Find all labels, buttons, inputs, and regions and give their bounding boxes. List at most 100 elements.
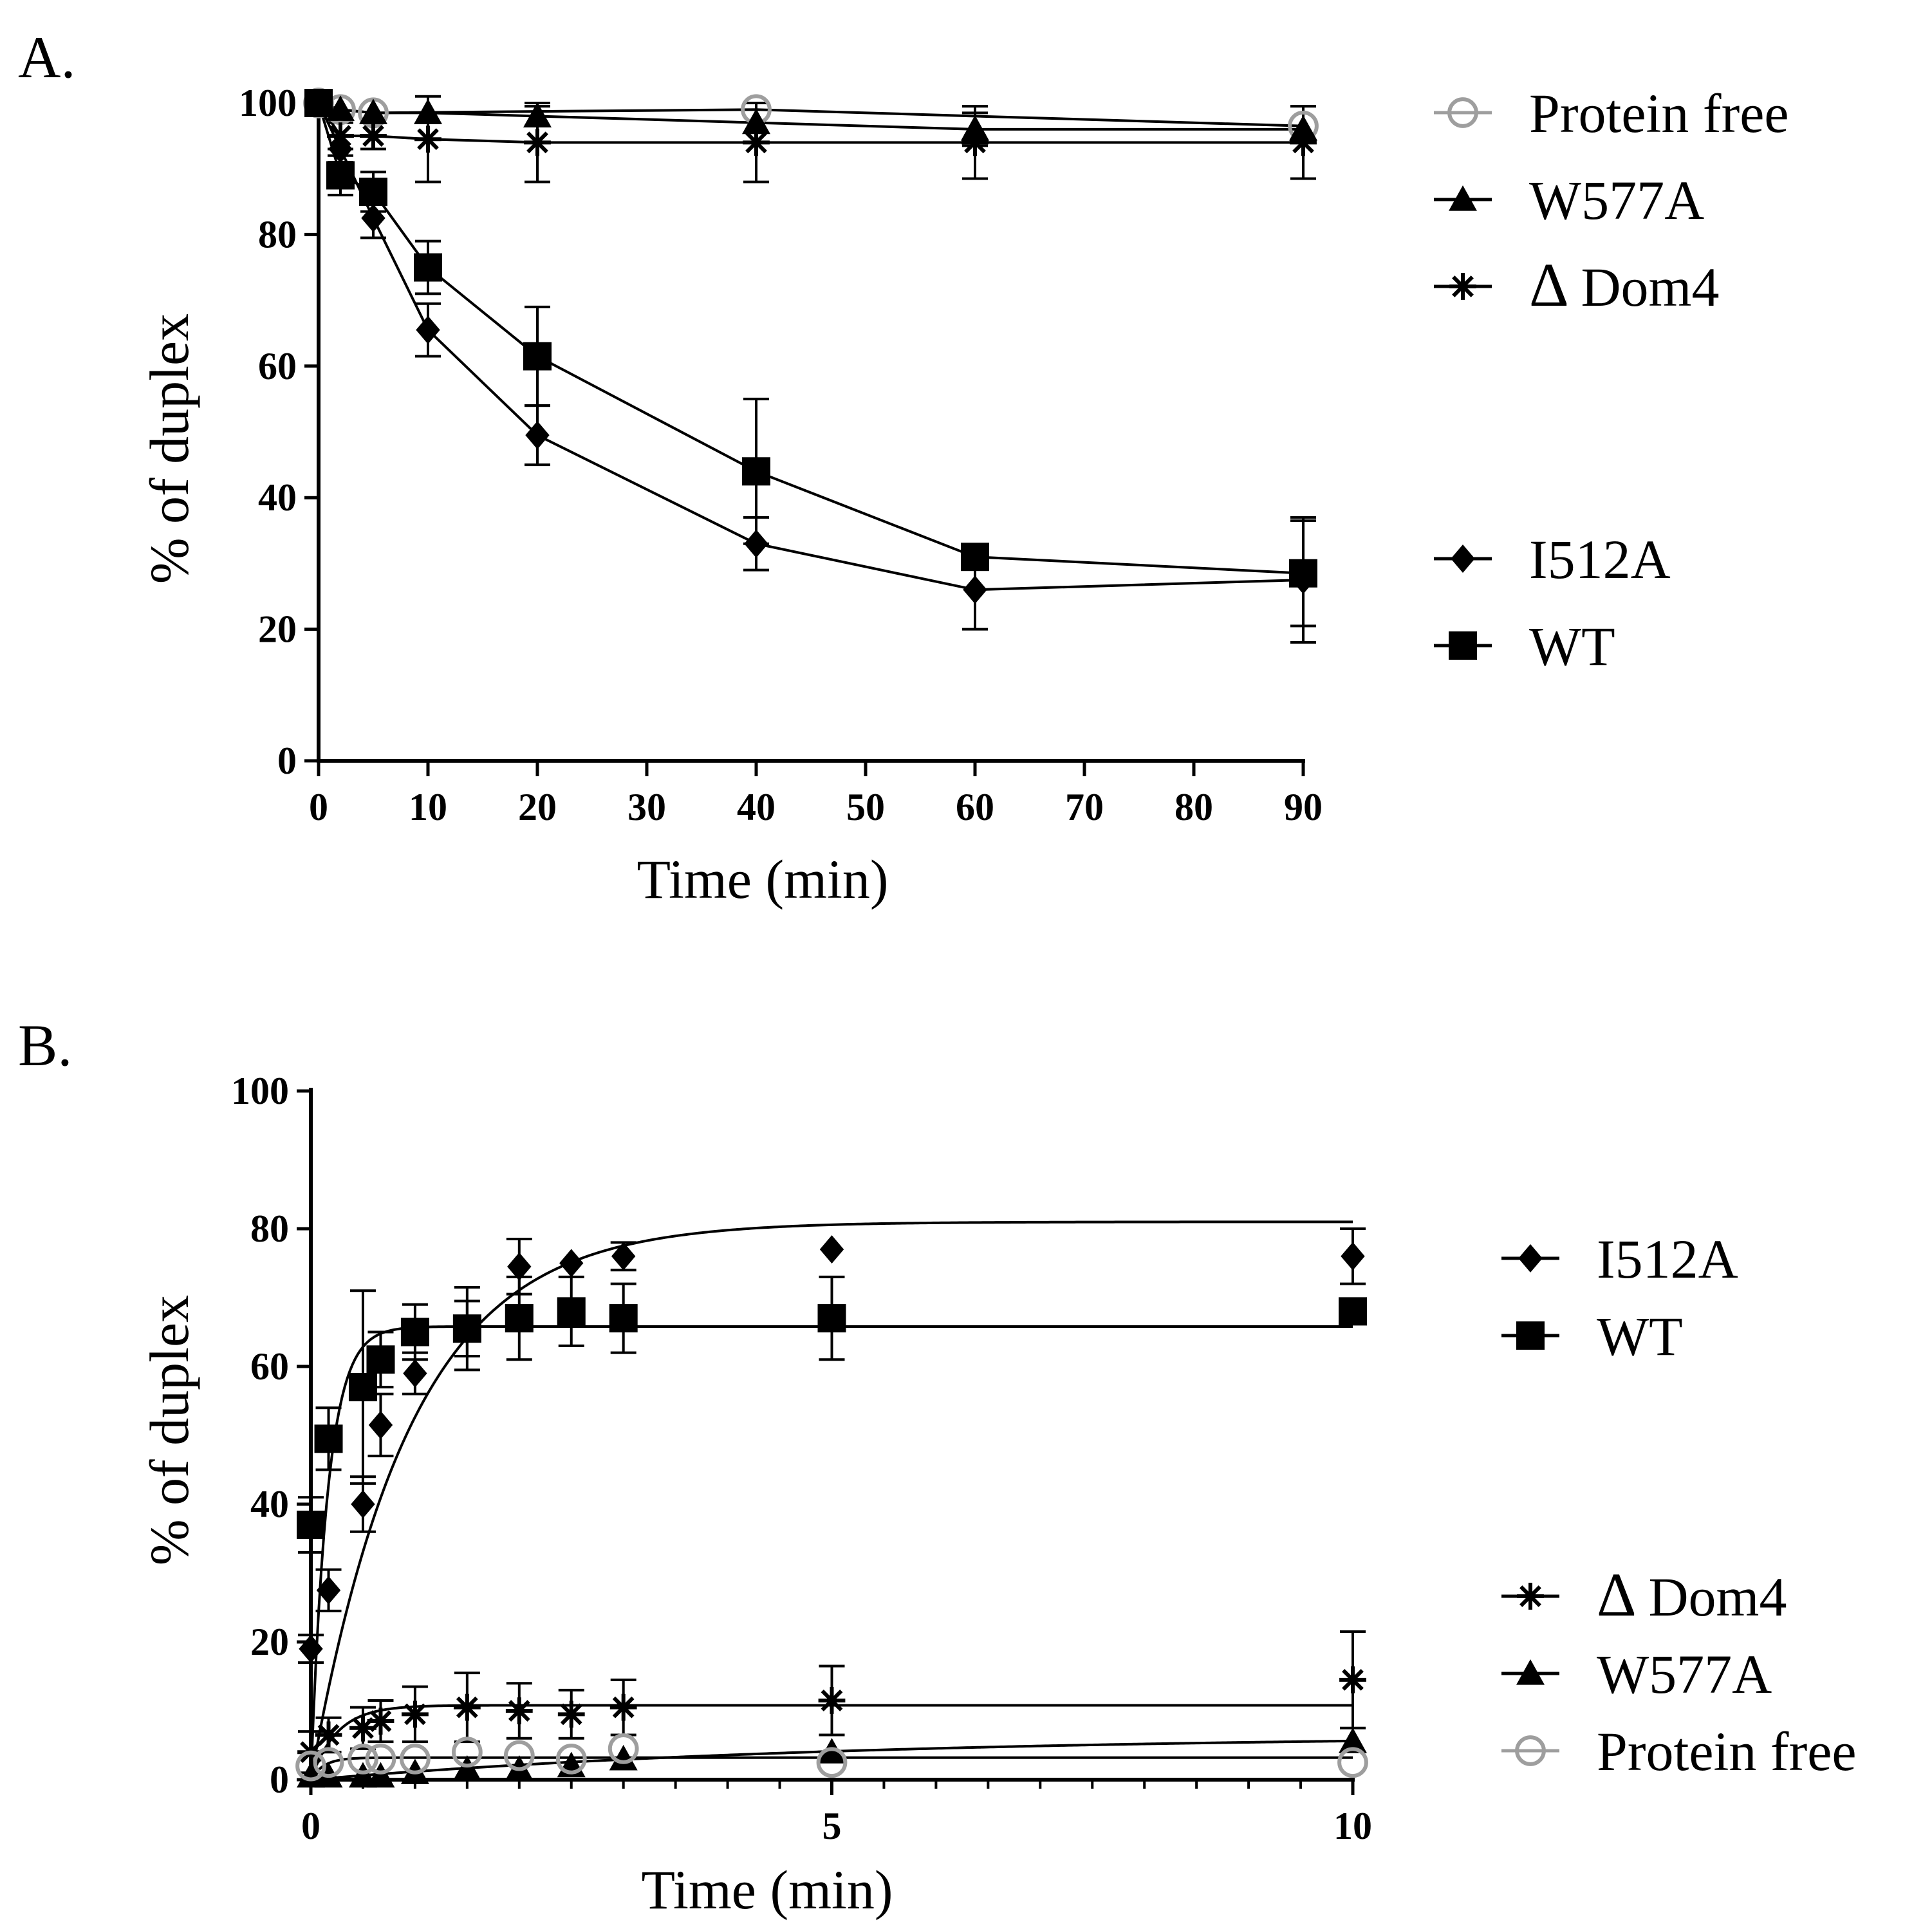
panel-a-legend-text-w577a: W577A	[1529, 169, 1704, 231]
panel-a-point-dom4	[414, 126, 441, 153]
panel-b: B. 0 20 40 60 80 100 0 5 10 Time (min) % of dupl…	[18, 1012, 1857, 1921]
panel-b-point-dom4-stroke	[456, 1696, 478, 1719]
panel-a-legend-label-protein-free: Protein free	[1529, 82, 1789, 144]
panel-b-point-dom4-stroke	[612, 1696, 635, 1719]
panel-a-y-tick-label: 20	[258, 608, 297, 651]
panel-b-x-tick-label: 5	[822, 1805, 842, 1847]
panel-a-point-dom4	[360, 122, 387, 149]
panel-b-point-wt	[452, 1314, 481, 1343]
panel-b-y-tick-label: 20	[250, 1621, 289, 1663]
panel-b-legend-marker-dom4-stroke	[1519, 1585, 1541, 1607]
panel-b-ticks: 0 20 40 60 80 100 0 5 10	[231, 1070, 1372, 1847]
panel-b-x-tick-label: 10	[1333, 1805, 1372, 1847]
panel-b-point-protein-free	[608, 1733, 639, 1764]
panel-a-x-tick-label: 20	[518, 786, 557, 828]
panel-a-y-tick-label: 100	[239, 82, 297, 124]
panel-b-point-i512a	[819, 1235, 844, 1264]
panel-b-point-i512a	[351, 1490, 375, 1518]
panel-b-y-tick-label: 100	[231, 1070, 289, 1112]
panel-a-point-dom4	[524, 129, 551, 156]
panel-b-point-i512a	[299, 1634, 323, 1663]
panel-a-x-tick-label: 90	[1284, 786, 1323, 828]
panel-b-label: B.	[18, 1012, 72, 1078]
panel-a-point-wt	[326, 161, 355, 190]
panel-b-point-i512a	[368, 1410, 393, 1439]
panel-b-point-i512a	[559, 1249, 584, 1278]
panel-b-point-wt	[609, 1304, 638, 1333]
panel-a-legend-text-wt: WT	[1529, 615, 1615, 677]
panel-b-point-dom4	[557, 1701, 585, 1728]
panel-a-point-w577a	[326, 95, 355, 121]
panel-a-point-w577a	[414, 98, 442, 124]
panel-a-legend-text-dom4: Dom4	[1581, 256, 1719, 318]
panel-b-legend-text-w577a: W577A	[1597, 1643, 1772, 1705]
panel-a-axes	[317, 100, 1305, 763]
panel-b-point-dom4-stroke	[369, 1710, 392, 1732]
panel-b-point-dom4	[818, 1687, 846, 1714]
panel-b-point-dom4	[315, 1721, 342, 1749]
panel-b-point-w577a	[1339, 1728, 1367, 1753]
panel-a-point-i512a	[744, 529, 768, 558]
panel-b-point-i512a	[611, 1242, 636, 1271]
panel-b-y-tick-label: 0	[270, 1758, 289, 1801]
panel-a-point-dom4-stroke	[417, 128, 439, 151]
panel-b-x-axis-title: Time (min)	[641, 1859, 893, 1921]
panel-a-x-tick-label: 10	[409, 786, 447, 828]
panel-b-legend: I512A WT Δ Dom4 W577A Protein free	[1501, 1228, 1857, 1782]
panel-b-legend-marker-i512a	[1518, 1244, 1543, 1272]
panel-a-point-dom4-stroke	[964, 131, 986, 154]
panel-b-point-i512a	[403, 1359, 427, 1388]
panel-a-point-wt	[414, 253, 442, 282]
panel-a-legend-marker-wt	[1449, 631, 1477, 660]
panel-b-y-tick-label: 80	[250, 1207, 289, 1250]
panel-b-point-dom4	[367, 1708, 395, 1735]
panel-b-point-wt	[297, 1511, 325, 1540]
panel-b-point-protein-free	[365, 1744, 396, 1775]
panel-b-legend-label-wt: WT	[1597, 1305, 1683, 1367]
panel-b-legend-marker-w577a	[1516, 1659, 1545, 1685]
panel-b-point-protein-free	[1337, 1747, 1368, 1778]
panel-a-legend-delta-dom4: Δ	[1529, 250, 1581, 319]
panel-b-point-dom4-stroke	[404, 1703, 426, 1726]
panel-b-legend-text-dom4: Dom4	[1648, 1566, 1787, 1628]
panel-a-x-tick-label: 0	[309, 786, 328, 828]
panel-a-legend-marker-w577a	[1449, 185, 1477, 211]
panel-a-point-dom4	[961, 129, 989, 156]
panel-a-point-w577a	[359, 98, 387, 124]
panel-a-x-tick-label: 30	[627, 786, 666, 828]
panel-a-y-tick-label: 60	[258, 345, 297, 387]
panel-b-point-protein-free	[451, 1737, 483, 1768]
panel-a-y-tick-label: 80	[258, 213, 297, 256]
panel-a-point-wt	[359, 177, 387, 206]
panel-a-point-dom4	[1290, 129, 1317, 156]
panel-b-point-dom4	[402, 1701, 429, 1728]
panel-a-point-dom4-stroke	[362, 125, 384, 147]
panel-b-point-dom4-stroke	[1342, 1668, 1364, 1691]
panel-a-point-i512a	[963, 575, 987, 604]
panel-a-point-dom4	[743, 129, 770, 156]
panel-a-markers	[303, 88, 1319, 604]
panel-a-point-wt	[961, 543, 989, 572]
panel-b-legend-delta-dom4: Δ	[1597, 1560, 1648, 1629]
panel-b-point-dom4-stroke	[317, 1724, 340, 1746]
panel-a-point-w577a	[742, 108, 770, 135]
panel-a: A. 0 20 40 60 80 100 0 10 20 30 40 50 60 70 80 90 Time …	[18, 24, 1789, 910]
panel-a-x-tick-label: 70	[1065, 786, 1104, 828]
panel-a-legend-text-i512a: I512A	[1529, 528, 1671, 590]
panel-b-legend-marker-wt	[1516, 1321, 1545, 1350]
panel-a-line-wt	[317, 102, 1304, 575]
panel-a-point-wt	[304, 89, 333, 117]
panel-b-point-w577a	[452, 1755, 481, 1781]
panel-a-x-tick-label: 40	[737, 786, 776, 828]
panel-b-point-protein-free	[313, 1747, 344, 1778]
panel-b-point-dom4	[1339, 1666, 1366, 1693]
panel-b-legend-label-i512a: I512A	[1597, 1228, 1738, 1290]
panel-a-point-i512a	[416, 315, 440, 344]
panel-b-point-dom4-stroke	[508, 1700, 530, 1722]
panel-b-y-axis-title: % of duplex	[138, 1295, 200, 1565]
panel-b-point-w577a	[366, 1762, 395, 1788]
panel-a-x-tick-label: 50	[846, 786, 885, 828]
panel-b-point-wt	[557, 1297, 586, 1326]
panel-b-legend-label-protein-free: Protein free	[1597, 1720, 1857, 1782]
